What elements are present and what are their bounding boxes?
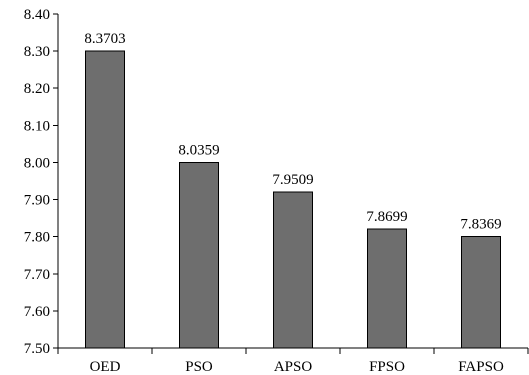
data-labels: 8.3703 8.0359 7.9509 7.8699 7.8369 xyxy=(84,31,501,233)
data-label-pso: 8.0359 xyxy=(178,142,219,158)
y-tick-label: 8.10 xyxy=(24,118,50,134)
bar-oed xyxy=(85,50,125,349)
y-tick-label: 8.00 xyxy=(24,155,50,171)
x-tick-label-fapso: FAPSO xyxy=(458,359,504,375)
y-tick-label: 8.20 xyxy=(24,81,50,97)
y-tick-label: 7.90 xyxy=(24,193,50,209)
y-tick-label: 8.30 xyxy=(24,44,50,60)
data-label-oed: 8.3703 xyxy=(84,31,125,47)
y-tick-label: 8.40 xyxy=(24,7,50,23)
y-tick-label: 7.80 xyxy=(24,230,50,246)
y-axis: 7.50 7.60 7.70 7.80 7.90 8.00 8.10 8.20 8.30 8.40 xyxy=(24,7,59,357)
x-axis: OED PSO APSO FPSO FAPSO xyxy=(57,347,529,375)
bar-pso xyxy=(179,161,219,349)
x-tick-label-fpso: FPSO xyxy=(369,359,405,375)
x-tick-label-pso: PSO xyxy=(185,359,213,375)
y-tick-label: 7.60 xyxy=(24,304,50,320)
data-label-fapso: 7.8369 xyxy=(460,217,501,233)
bar-fpso xyxy=(367,228,407,349)
y-tick-label: 7.50 xyxy=(24,341,50,357)
bar-fapso xyxy=(461,236,501,349)
x-tick-label-apso: APSO xyxy=(274,359,313,375)
data-label-apso: 7.9509 xyxy=(272,172,313,188)
x-tick-label-oed: OED xyxy=(90,359,121,375)
y-tick-label: 7.70 xyxy=(24,267,50,283)
bars xyxy=(85,50,501,349)
bar-apso xyxy=(273,191,313,349)
data-label-fpso: 7.8699 xyxy=(366,209,407,225)
